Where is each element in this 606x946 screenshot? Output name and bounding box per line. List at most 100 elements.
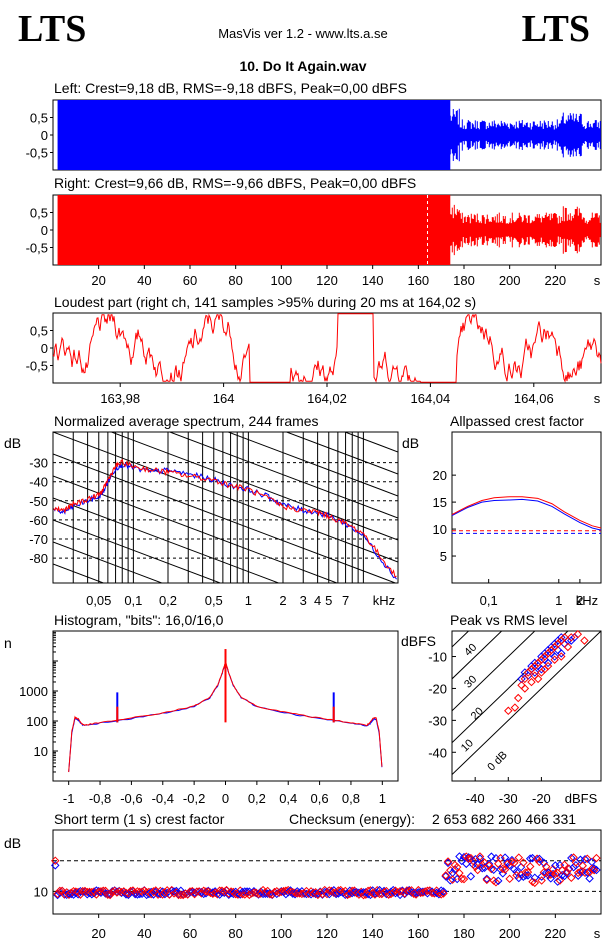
spectrum-ytick-label-2: -50 xyxy=(29,494,48,509)
xtick-label-right-2: 60 xyxy=(183,273,197,288)
spectrum-diagonal xyxy=(53,519,222,583)
stcrest-ytick-label-0: 10 xyxy=(34,884,48,899)
peakrms-ytick-label-1: -20 xyxy=(428,681,447,696)
peakrms-ytick-label-3: -40 xyxy=(428,745,447,760)
ytick-label-right-0: 0,5 xyxy=(30,206,48,221)
stcrest-point xyxy=(448,868,457,878)
checksum-label: Checksum (energy): xyxy=(289,811,416,827)
stcrest-point xyxy=(254,889,263,899)
spectrum-ytick-label-4: -70 xyxy=(29,532,48,547)
histogram-ylabel: n xyxy=(4,635,12,651)
stcrest-point xyxy=(560,860,569,870)
crest-frame xyxy=(451,431,602,584)
histogram-xtick-label-4: -0,2 xyxy=(183,791,205,806)
xtick-label-right-9: 200 xyxy=(499,273,521,288)
crest-xtick-label-2: 2 xyxy=(576,593,583,608)
stcrest-point xyxy=(525,862,535,871)
stcrest-point xyxy=(124,890,133,900)
stcrest-point xyxy=(541,862,551,871)
peakrms-ytick-label-2: -30 xyxy=(428,713,447,728)
stcrest-point xyxy=(51,856,60,865)
stcrest-point xyxy=(295,889,304,898)
spectrum-ytick-label-3: -60 xyxy=(29,513,48,528)
stcrest-point xyxy=(98,886,108,895)
file-name: 10. Do It Again.wav xyxy=(239,58,367,74)
histogram-xtick-label-6: 0,2 xyxy=(248,791,266,806)
stcrest-point xyxy=(484,861,494,870)
stcrest-xtick-label-2: 60 xyxy=(183,926,197,941)
right-title: Right: Crest=9,66 dB, RMS=-9,66 dBFS, Pe… xyxy=(54,175,417,191)
stcrest-point xyxy=(441,872,450,881)
spectrum-diagonal xyxy=(53,475,339,583)
stcrest-point xyxy=(592,865,601,875)
loudest-ytick-label-2: -0,5 xyxy=(26,359,48,374)
peakrms-xtick-label-0: -40 xyxy=(466,791,485,806)
peakrms-diagonal-label-2: 20 xyxy=(469,705,486,722)
xunit-label-right: s xyxy=(594,273,601,288)
peakrms-point-1-29 xyxy=(540,665,549,674)
loudest-title: Loudest part (right ch, 141 samples >95%… xyxy=(54,294,477,310)
stcrest-point xyxy=(587,857,597,867)
stcrest-point xyxy=(473,860,482,869)
spectrum-xtick-label-6: 3 xyxy=(300,593,307,608)
spectrum-xtick-label-0: 0,05 xyxy=(86,593,111,608)
stcrest-point xyxy=(509,865,519,874)
spectrum-xtick-label-9: 7 xyxy=(342,593,349,608)
spectrum-xunit-label: kHz xyxy=(373,593,395,608)
peakrms-diagonal-4 xyxy=(452,631,601,776)
spectrum-xtick-label-5: 2 xyxy=(279,593,286,608)
histogram-ytick-label-2: 10 xyxy=(34,744,48,759)
stcrest-point xyxy=(523,867,533,877)
spectrum-xtick-label-4: 1 xyxy=(245,593,252,608)
xtick-label-right-8: 180 xyxy=(453,273,475,288)
stcrest-point xyxy=(135,889,145,899)
spectrum-series-1 xyxy=(53,458,397,578)
stcrest-xtick-label-8: 180 xyxy=(453,926,475,941)
stcrest-point xyxy=(475,854,485,863)
stcrest-point xyxy=(466,872,476,881)
peakrms-point-1-25 xyxy=(580,636,589,645)
spectrum-ytick-label-1: -40 xyxy=(29,475,48,490)
loudest-xtick-label-3: 164,04 xyxy=(411,391,451,406)
peakrms-xunit-label: dBFS xyxy=(565,791,598,806)
peakrms-point-1-23 xyxy=(566,633,576,642)
stcrest-point xyxy=(514,853,524,862)
stcrest-point xyxy=(450,865,460,874)
stcrest-point xyxy=(494,876,503,886)
stcrest-point xyxy=(457,874,466,884)
ytick-label-right-1: 0 xyxy=(41,223,48,238)
histogram-xtick-label-0: -1 xyxy=(63,791,75,806)
histogram-title: Histogram, "bits": 16,0/16,0 xyxy=(54,612,224,628)
stcrest-point xyxy=(567,853,576,863)
stcrest-point xyxy=(592,853,601,863)
stcrest-point xyxy=(478,860,487,870)
checksum-value: 2 653 682 260 466 331 xyxy=(432,811,577,827)
peakrms-point-1-28 xyxy=(533,674,543,684)
stcrest-point xyxy=(500,865,510,874)
peakrms-ytick-label-0: -10 xyxy=(428,650,447,665)
spectrum-diagonal xyxy=(53,497,280,583)
app-title: MasVis ver 1.2 - www.lts.a.se xyxy=(218,26,388,41)
loudest-xtick-label-0: 163,98 xyxy=(100,391,140,406)
crest-ytick-label-1: 15 xyxy=(433,495,447,510)
stcrest-point xyxy=(452,874,462,884)
stcrest-ylabel: dB xyxy=(4,835,21,851)
histogram-xtick-label-5: 0 xyxy=(222,791,229,806)
stcrest-point xyxy=(105,890,115,900)
stcrest-xtick-label-5: 120 xyxy=(316,926,338,941)
spectrum-ylabel: dB xyxy=(4,435,21,451)
waveform-loud-block-left xyxy=(57,100,451,170)
loudest-frame xyxy=(52,312,602,384)
stcrest-point xyxy=(505,874,514,884)
stcrest-point xyxy=(578,861,587,870)
ytick-label-left-1: 0 xyxy=(41,128,48,143)
stcrest-xtick-label-6: 140 xyxy=(362,926,384,941)
spectrum-diagonal xyxy=(168,432,398,519)
stcrest-point xyxy=(432,886,441,895)
spectrum-frame xyxy=(52,431,399,584)
xtick-label-right-3: 80 xyxy=(228,273,242,288)
stcrest-point xyxy=(475,852,485,861)
peakrms-point-1-1 xyxy=(510,703,520,712)
stcrest-point xyxy=(372,885,382,895)
